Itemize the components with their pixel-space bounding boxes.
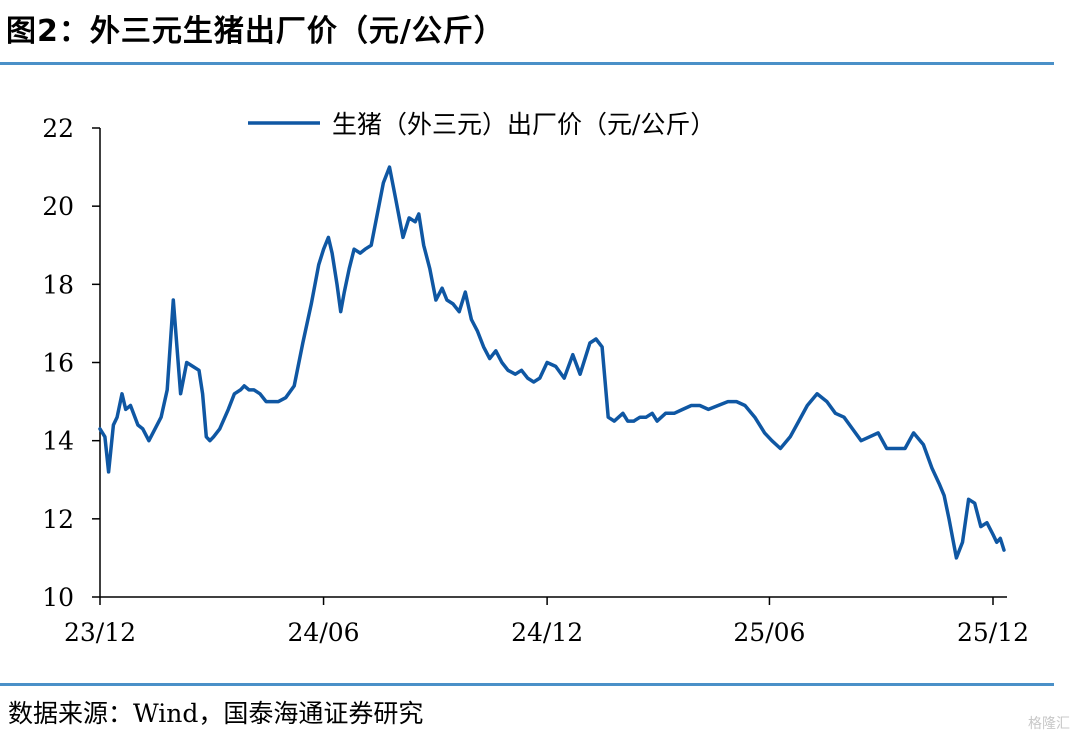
x-tick-label: 25/12 <box>957 618 1029 647</box>
y-tick-label: 20 <box>42 192 74 221</box>
y-tick-label: 16 <box>42 349 74 378</box>
y-tick-label: 18 <box>42 270 74 299</box>
chart-axes: 10 12 14 16 18 20 22 23/12 24/06 24/12 25/06 25/12 <box>42 114 1029 647</box>
legend-label: 生猪（外三元）出厂价（元/公斤） <box>332 110 715 139</box>
x-tick-label: 24/12 <box>511 618 583 647</box>
x-tick-label: 25/06 <box>733 618 805 647</box>
bottom-rule <box>0 683 1054 686</box>
x-tick-label: 24/06 <box>288 618 360 647</box>
chart-series <box>98 165 1006 560</box>
y-tick-label: 14 <box>42 427 74 456</box>
price-series-line <box>98 165 1006 560</box>
data-source-note: 数据来源：Wind，国泰海通证券研究 <box>8 699 424 728</box>
page-title: 图2：外三元生猪出厂价（元/公斤） <box>6 14 505 49</box>
x-tick-label: 23/12 <box>64 618 136 647</box>
top-rule <box>0 62 1054 65</box>
y-tick-label: 12 <box>42 505 74 534</box>
y-tick-label: 22 <box>42 114 74 143</box>
chart-legend: 生猪（外三元）出厂价（元/公斤） <box>248 110 715 139</box>
y-tick-label: 10 <box>42 583 74 612</box>
watermark-logo: 格隆汇 <box>1028 716 1070 732</box>
